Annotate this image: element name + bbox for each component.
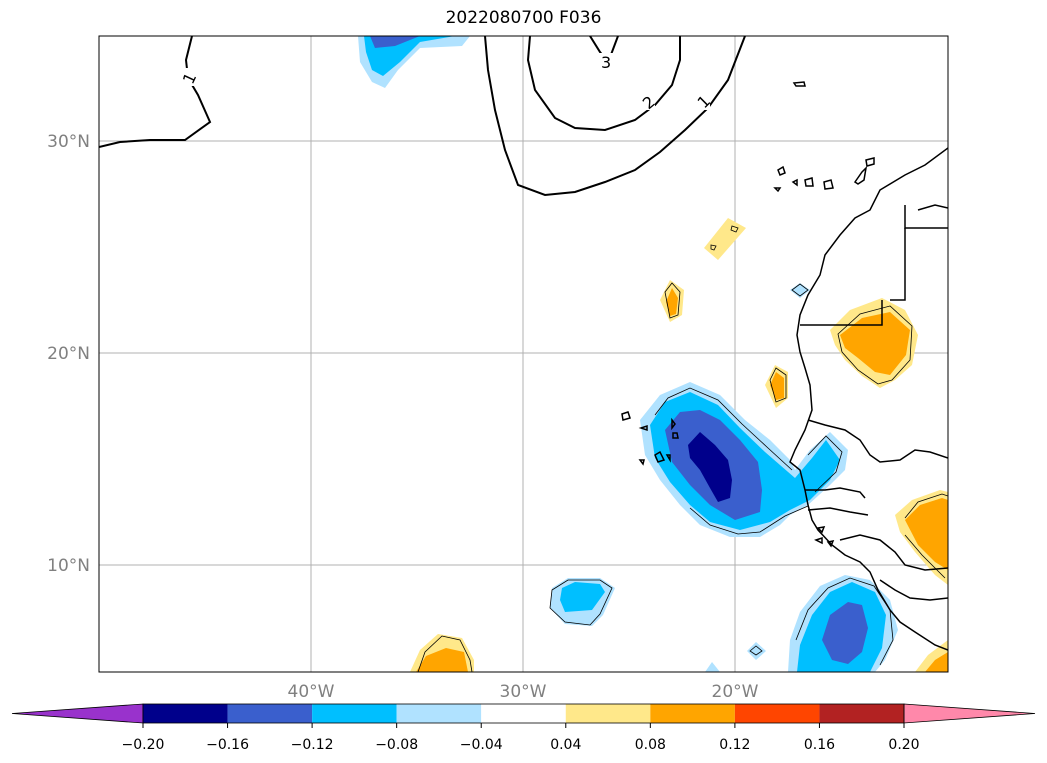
colorbar-tick-label: 0.16 [804, 737, 835, 753]
colorbar-swatch [481, 704, 566, 723]
colorbar-outline [142, 703, 905, 724]
shading-outline-contours [417, 225, 948, 672]
contour-label-3: 3 [601, 53, 611, 72]
colorbar-swatch [143, 704, 228, 723]
colorbar-extend-low [11, 703, 144, 724]
longitude-labels: 40°W 30°W 20°W [288, 682, 759, 702]
colorbar: −0.20 −0.16 −0.12 −0.08 −0.04 0.04 0.08 0.12 0.1… [11, 703, 1036, 753]
colorbar-tick-label: 0.12 [719, 737, 750, 753]
gridlines [99, 36, 948, 672]
colorbar-tick-label: −0.12 [291, 737, 334, 753]
map-frame [98, 35, 949, 673]
colorbar-swatch [396, 704, 482, 723]
colorbar-swatch [565, 704, 651, 723]
colorbar-swatch [650, 704, 735, 723]
lon-label-20w: 20°W [712, 682, 759, 702]
colorbar-tick-label: −0.20 [122, 737, 165, 753]
contour-labels: 1 3 2 1 [179, 53, 714, 113]
colorbar-tick-label: 0.20 [888, 737, 919, 753]
colorbar-tick-label: −0.04 [460, 737, 503, 753]
colorbar-swatch [227, 704, 313, 723]
coastlines [621, 81, 948, 651]
colorbar-tick-label: 0.08 [635, 737, 666, 753]
latitude-labels: 30°N 20°N 10°N [47, 132, 90, 576]
lat-label-10n: 10°N [47, 556, 90, 576]
colorbar-tick-label: −0.08 [375, 737, 418, 753]
negative-anomaly-shading [358, 36, 898, 672]
colorbar-tick-label: 0.04 [550, 737, 581, 753]
colorbar-extend-high [903, 703, 1036, 724]
lat-label-20n: 20°N [47, 344, 90, 364]
map-title: 2022080700 F036 [445, 8, 602, 28]
colorbar-swatch [312, 704, 397, 723]
map-plot-area: 1 3 2 1 [99, 36, 948, 672]
lon-label-40w: 40°W [288, 682, 335, 702]
colorbar-tick-label: −0.16 [206, 737, 249, 753]
field-contours [99, 36, 746, 197]
lat-label-30n: 30°N [47, 132, 90, 152]
colorbar-swatch [734, 704, 820, 723]
colorbar-swatch [819, 704, 904, 723]
lon-label-30w: 30°W [500, 682, 547, 702]
